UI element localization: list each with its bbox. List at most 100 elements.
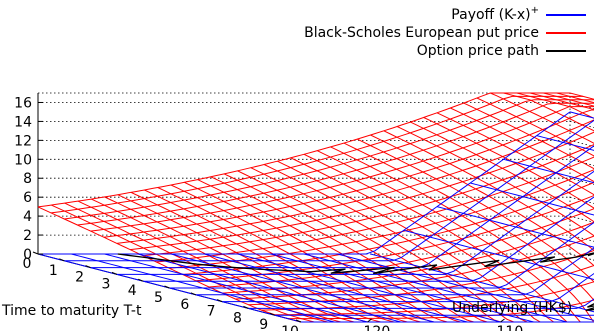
option-price-path-line — [117, 252, 594, 311]
payoff-mesh-s-line — [303, 253, 568, 323]
underlying-tick — [367, 318, 372, 323]
price-axis-ticks: 0 2 4 6 8 10 12 14 16 — [14, 95, 43, 263]
z-gridline — [38, 121, 594, 129]
bs-mesh-t-line — [51, 95, 584, 214]
price-tick-label: 16 — [14, 95, 32, 111]
time-tick-label: 2 — [75, 270, 84, 286]
bs-mesh-s-line — [516, 92, 594, 119]
payoff-mesh-s-line — [436, 206, 594, 248]
time-tick-label: 6 — [180, 297, 189, 313]
payoff-mesh-s-line — [370, 253, 594, 313]
payoff-mesh-t-line — [143, 196, 594, 282]
time-tick — [269, 312, 275, 316]
bs-mesh-s-line — [476, 97, 594, 157]
bs-mesh-s-line — [303, 153, 568, 323]
payoff-mesh-s-line — [337, 253, 594, 321]
payoff-mesh-s-line — [237, 253, 501, 323]
legend-entry-path: Option price path — [417, 43, 586, 59]
price-tick-label: 14 — [14, 114, 32, 130]
bs-mesh-s-line — [317, 150, 581, 323]
bs-mesh-s-line — [529, 92, 594, 111]
legend-label-payoff: Payoff (K-x)+ — [451, 5, 539, 23]
time-tick — [85, 265, 91, 269]
z-gridline — [38, 158, 594, 166]
payoff-mesh-s-line — [470, 182, 594, 216]
bs-mesh-s-line — [423, 117, 594, 209]
payoff-mesh-t-line — [195, 247, 594, 296]
payoff-mesh-s-line — [270, 253, 534, 323]
bs-mesh-s-line — [490, 92, 594, 144]
legend-entry-payoff: Payoff (K-x)+ — [451, 5, 586, 23]
underlying-axis-ticks: 90100110120 — [364, 318, 524, 331]
bs-mesh-s-line — [436, 112, 594, 196]
price-tick-label: 0 — [23, 247, 32, 263]
z-gridline — [38, 139, 594, 148]
price-tick-label: 8 — [23, 171, 32, 187]
legend-label-bs: Black-Scholes European put price — [304, 25, 539, 41]
bs-mesh-s-line — [543, 92, 594, 107]
option-price-path — [117, 252, 594, 311]
payoff-mesh-s-line — [71, 253, 335, 323]
z-gridline — [38, 234, 594, 242]
bs-mesh-t-line — [90, 106, 594, 232]
payoff-mesh-t-line — [90, 145, 594, 269]
time-tick-label: 5 — [154, 290, 163, 306]
legend: Payoff (K-x)+ Black-Scholes European put… — [304, 5, 586, 59]
time-tick — [59, 258, 65, 262]
time-tick — [138, 278, 144, 282]
legend-label-path: Option price path — [417, 43, 539, 59]
time-tick — [111, 271, 118, 275]
time-tick — [190, 292, 196, 296]
time-tick — [216, 299, 223, 303]
price-tick-label: 12 — [14, 133, 32, 149]
time-axis-ticks: 0 1 2 3 4 5 6 7 8 9 10 — [23, 251, 302, 331]
bs-mesh-s-line — [370, 134, 594, 267]
bs-mesh-s-line — [383, 130, 594, 251]
time-tick-label: 4 — [128, 283, 137, 299]
payoff-mesh-s-line — [137, 253, 401, 323]
bs-mesh-s-line — [250, 167, 514, 323]
payoff-mesh-s-line — [403, 229, 594, 281]
legend-entry-bs: Black-Scholes European put price — [304, 25, 586, 41]
bs-mesh-s-line — [290, 157, 554, 323]
time-tick — [243, 305, 249, 309]
z-gridline — [38, 102, 594, 110]
bs-mesh-s-line — [410, 121, 594, 223]
bs-mesh-s-line — [184, 181, 448, 323]
bs-mesh-t-line — [169, 169, 594, 269]
payoff-mesh-s-line — [204, 253, 468, 323]
bs-mesh-s-line — [197, 179, 461, 323]
bs-mesh-t-line — [287, 299, 594, 320]
time-tick-label: 7 — [207, 304, 216, 320]
underlying-tick-label: 110 — [497, 324, 524, 331]
bs-mesh-s-line — [450, 107, 594, 183]
z-gridline — [38, 215, 594, 223]
bs-mesh-s-line — [330, 146, 594, 323]
bs-mesh-s-line — [90, 198, 355, 323]
payoff-mesh-s-line — [104, 253, 368, 323]
underlying-tick-label: 120 — [364, 324, 391, 331]
time-tick-label: 8 — [233, 310, 242, 326]
time-tick-label: 3 — [101, 276, 110, 292]
z-gridline — [38, 177, 594, 185]
underlying-tick — [500, 318, 505, 323]
time-tick-label: 0 — [23, 256, 32, 272]
bs-mesh-s-line — [223, 173, 488, 323]
time-tick — [164, 285, 170, 289]
bs-mesh-s-line — [64, 202, 328, 323]
bs-mesh-s-line — [396, 126, 594, 237]
bs-mesh-s-line — [463, 102, 594, 170]
underlying-axis-label: Underlying (HK$) — [452, 300, 572, 316]
payoff-surface — [37, 111, 594, 323]
bs-mesh-s-line — [503, 92, 594, 132]
bs-mesh-s-line — [130, 191, 395, 323]
time-tick — [32, 251, 39, 255]
time-tick — [295, 319, 302, 323]
time-tick-label: 1 — [49, 263, 58, 279]
bs-mesh-s-line — [263, 164, 528, 323]
price-tick-label: 4 — [23, 209, 32, 225]
time-tick-label: 9 — [259, 317, 268, 331]
payoff-mesh-s-line — [536, 135, 594, 151]
bs-mesh-s-line — [210, 176, 475, 323]
payoff-mesh-s-line — [503, 158, 594, 184]
